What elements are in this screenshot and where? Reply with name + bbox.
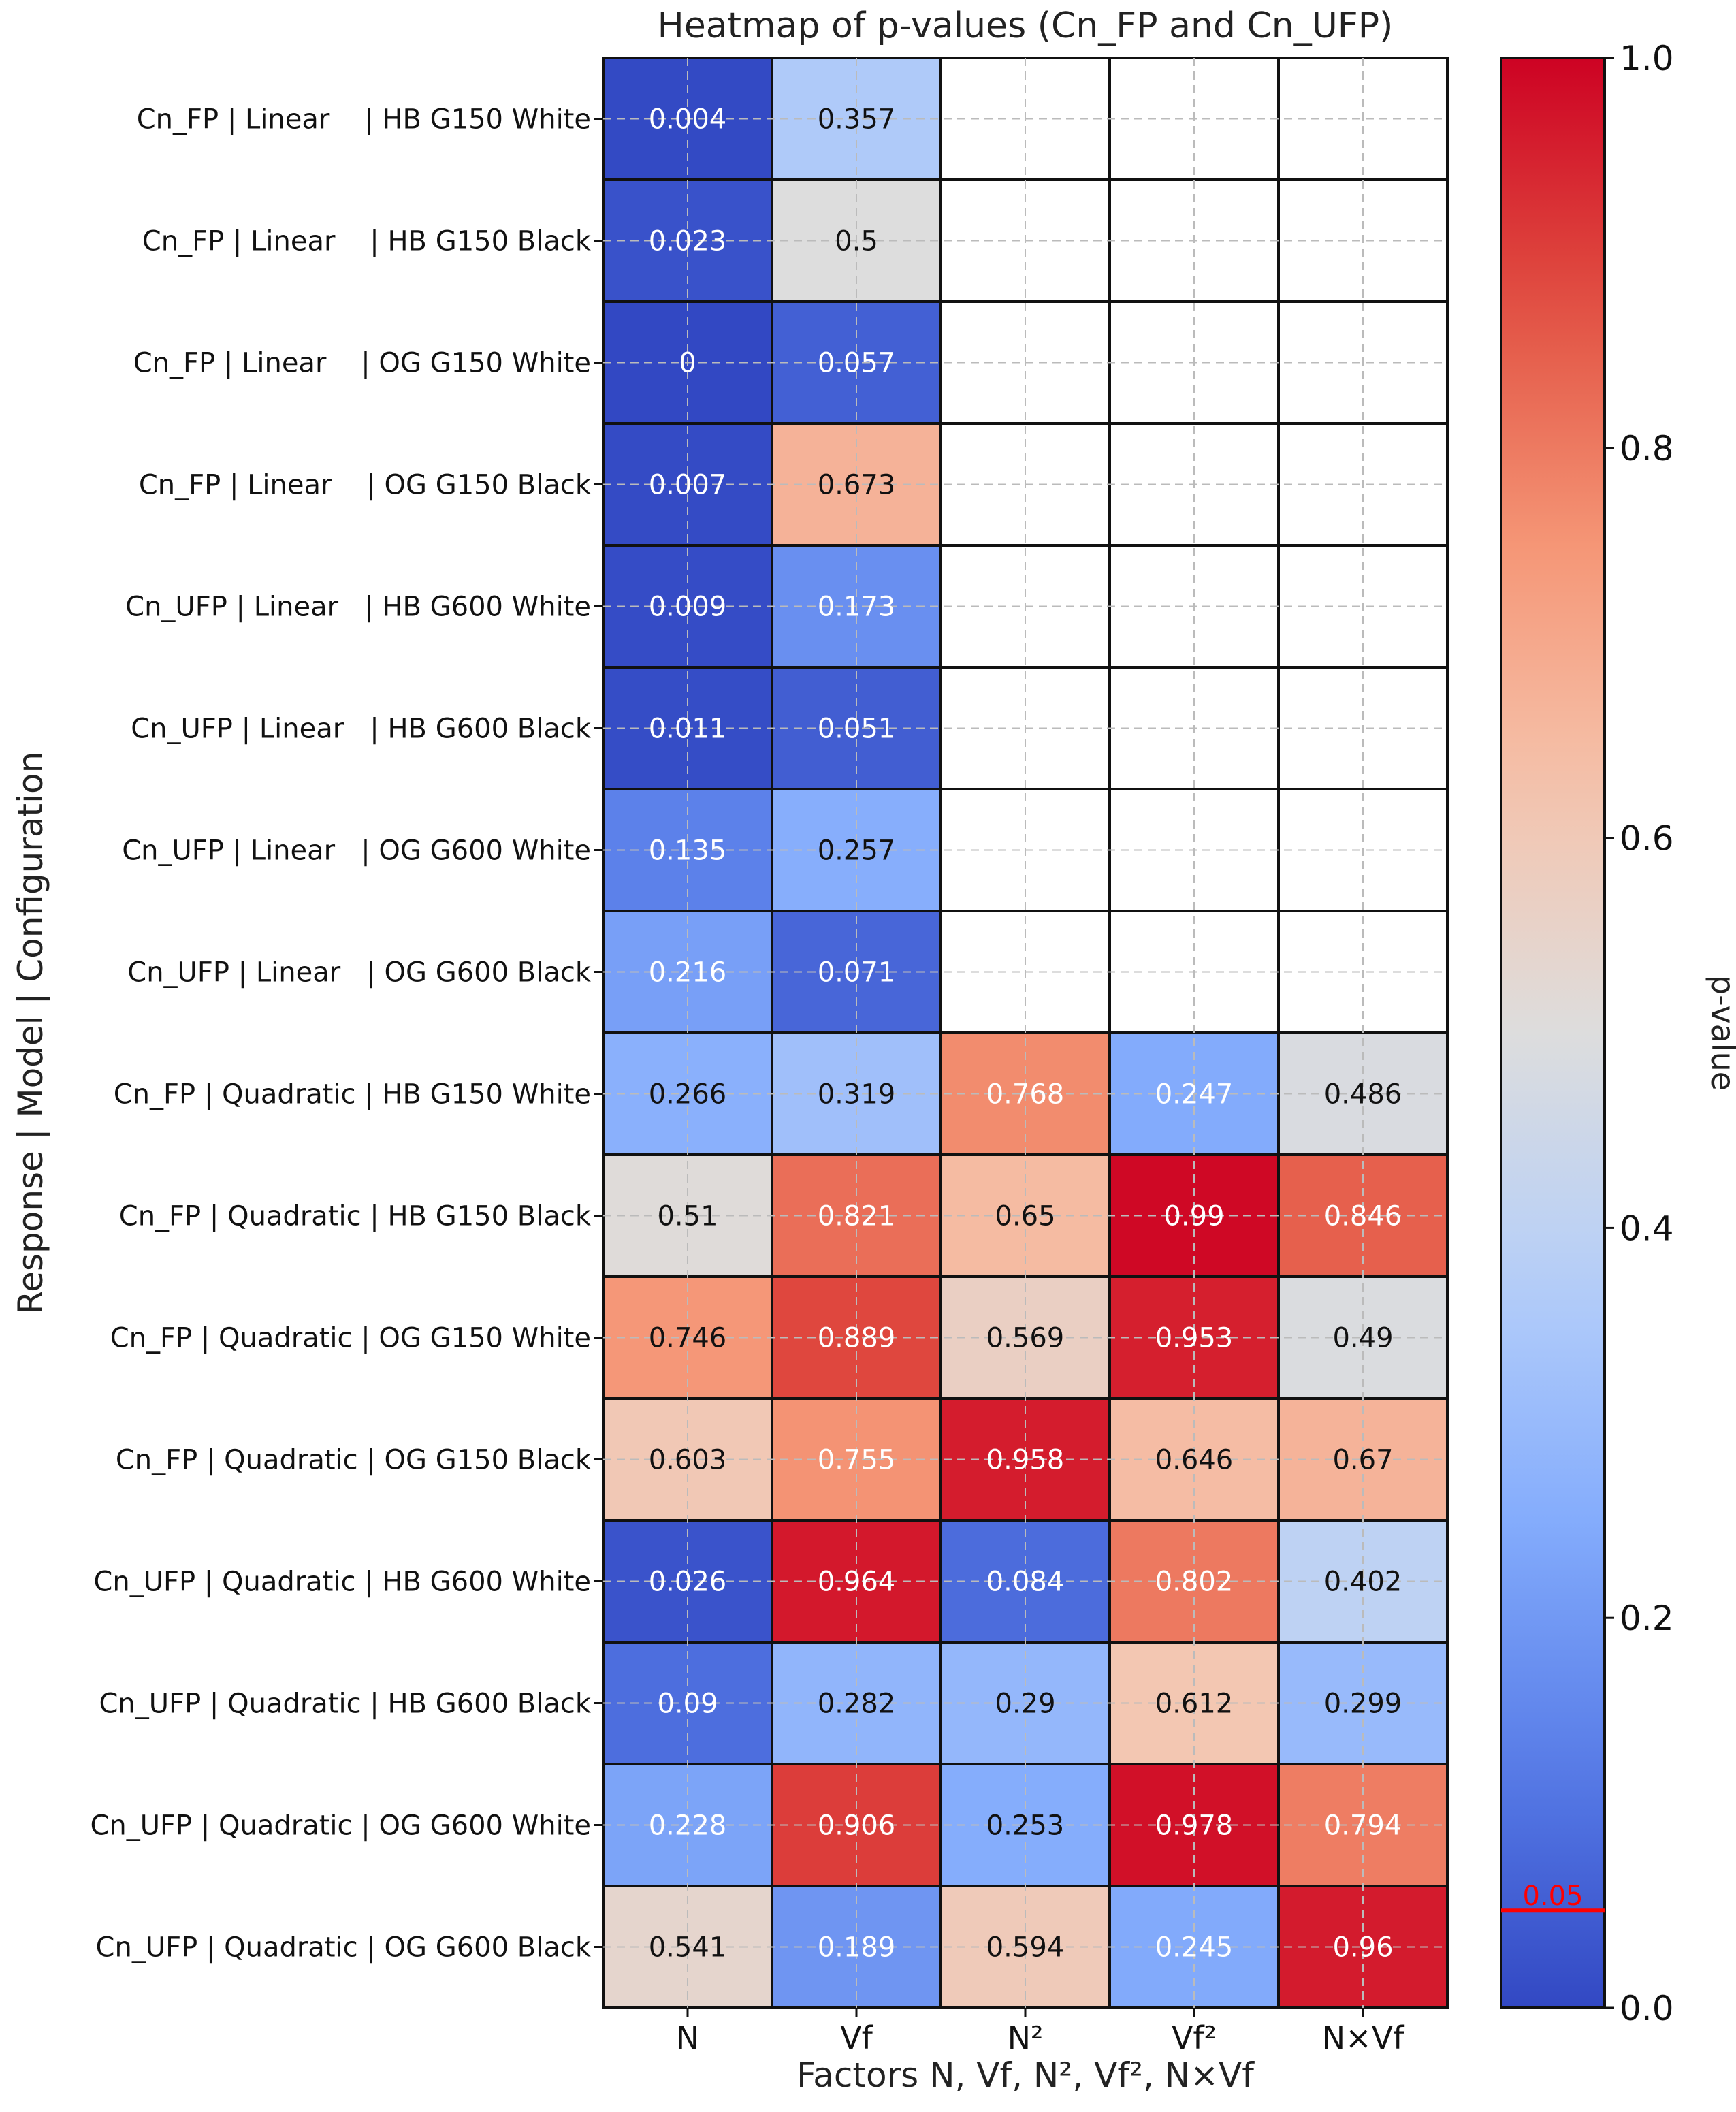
row-label: Cn_UFP | Quadratic | HB G600 White xyxy=(93,1567,591,1598)
cell-value-label: 0.96 xyxy=(1332,1932,1393,1964)
cell-value-label: 0.889 xyxy=(818,1323,896,1354)
colorbar-tick-label: 0.8 xyxy=(1620,429,1674,468)
cell-labels: 0.004 0.357 0.023 0.5 0 0.057 0.007 0.673 0.009 0… xyxy=(649,104,1402,1964)
row-label: Cn_UFP | Quadratic | HB G600 Black xyxy=(99,1689,592,1720)
y-axis-label: Response | Model | Configuration xyxy=(11,752,50,1315)
cell-value-label: 0.673 xyxy=(818,470,896,501)
colorbar-label: p-value xyxy=(1705,975,1736,1091)
cell-value-label: 0.49 xyxy=(1332,1323,1393,1354)
cell-value-label: 0.486 xyxy=(1324,1079,1402,1110)
row-label: Cn_FP | Linear | HB G150 White xyxy=(137,104,591,135)
cell-value-label: 0.646 xyxy=(1155,1445,1234,1476)
cell-value-label: 0.299 xyxy=(1324,1689,1402,1720)
cell-value-label: 0.216 xyxy=(649,957,727,989)
cell-value-label: 0.189 xyxy=(818,1932,896,1964)
cell-value-label: 0.821 xyxy=(818,1201,896,1232)
cell-value-label: 0.084 xyxy=(986,1567,1065,1598)
column-labels: N Vf N² Vf² N×Vf xyxy=(676,2019,1405,2056)
cell-value-label: 0.569 xyxy=(986,1323,1065,1354)
cell-value-label: 0.026 xyxy=(649,1567,727,1598)
cell-value-label: 0.99 xyxy=(1163,1201,1224,1232)
colorbar-gradient xyxy=(1500,57,1606,2009)
cell-value-label: 0.402 xyxy=(1324,1567,1402,1598)
cell-value-label: 0.802 xyxy=(1155,1567,1234,1598)
cell-value-label: 0.245 xyxy=(1155,1932,1234,1964)
row-label: Cn_UFP | Linear | HB G600 Black xyxy=(131,714,592,745)
row-label: Cn_FP | Linear | OG G150 Black xyxy=(139,470,592,501)
cell-value-label: 0.768 xyxy=(986,1079,1065,1110)
column-label: Vf² xyxy=(1172,2019,1217,2056)
cell-value-label: 0.007 xyxy=(649,470,727,501)
cell-value-label: 0.794 xyxy=(1324,1810,1402,1842)
cell-value-label: 0.266 xyxy=(649,1079,727,1110)
row-label: Cn_FP | Quadratic | OG G150 White xyxy=(110,1323,591,1354)
cell-value-label: 0.51 xyxy=(657,1201,718,1232)
heatmap-cell xyxy=(1277,1885,1449,2009)
row-label: Cn_UFP | Linear | OG G600 Black xyxy=(127,957,592,989)
cell-value-label: 0.057 xyxy=(818,348,896,379)
cell-value-label: 0.009 xyxy=(649,592,727,623)
threshold-label: 0.05 xyxy=(1522,1881,1583,1912)
cell-value-label: 0.906 xyxy=(818,1810,896,1842)
row-label: Cn_FP | Quadratic | OG G150 Black xyxy=(116,1445,592,1476)
heatmap-cell xyxy=(1277,1641,1449,1765)
cell-value-label: 0.011 xyxy=(649,714,727,745)
cell-value-label: 0 xyxy=(679,348,696,379)
row-label: Cn_UFP | Linear | OG G600 White xyxy=(122,835,591,867)
column-label: N xyxy=(676,2019,699,2056)
colorbar-tick-label: 0.0 xyxy=(1620,1989,1674,2028)
cell-value-label: 0.051 xyxy=(818,714,896,745)
cell-value-label: 0.978 xyxy=(1155,1810,1234,1842)
cell-value-label: 0.958 xyxy=(986,1445,1065,1476)
x-axis-label: Factors N, Vf, N², Vf², N×Vf xyxy=(797,2055,1255,2095)
cell-value-label: 0.755 xyxy=(818,1445,896,1476)
gridlines xyxy=(594,58,1447,2017)
column-label: Vf xyxy=(840,2019,873,2056)
colorbar-tick-label: 1.0 xyxy=(1620,39,1674,78)
row-label: Cn_FP | Quadratic | HB G150 Black xyxy=(119,1201,592,1232)
cell-value-label: 0.071 xyxy=(818,957,896,989)
cell-value-label: 0.253 xyxy=(986,1810,1065,1842)
cell-value-label: 0.173 xyxy=(818,592,896,623)
column-label: N² xyxy=(1008,2019,1044,2056)
cell-value-label: 0.004 xyxy=(649,104,727,135)
cell-value-label: 0.135 xyxy=(649,835,727,867)
cell-value-label: 0.257 xyxy=(818,835,896,867)
cell-value-label: 0.964 xyxy=(818,1567,896,1598)
cell-value-label: 0.67 xyxy=(1332,1445,1393,1476)
cell-value-label: 0.594 xyxy=(986,1932,1065,1964)
column-label: N×Vf xyxy=(1322,2019,1405,2056)
heatmap-cell xyxy=(1277,1763,1449,1887)
cell-value-label: 0.282 xyxy=(818,1689,896,1720)
colorbar-tick-label: 0.6 xyxy=(1620,819,1674,859)
colorbar: 0.0 0.2 0.4 0.6 0.8 1.0 0.05 xyxy=(1500,39,1674,2028)
colorbar-tick-label: 0.4 xyxy=(1620,1209,1674,1248)
cell-value-label: 0.228 xyxy=(649,1810,727,1842)
chart-title: Heatmap of p-values (Cn_FP and Cn_UFP) xyxy=(658,5,1394,46)
cell-value-label: 0.65 xyxy=(995,1201,1055,1232)
row-label: Cn_FP | Linear | OG G150 White xyxy=(133,348,591,379)
cell-value-label: 0.023 xyxy=(649,226,727,257)
heatmap-cell xyxy=(1277,1275,1449,1400)
cell-value-label: 0.541 xyxy=(649,1932,727,1964)
row-label: Cn_FP | Quadratic | HB G150 White xyxy=(114,1079,591,1110)
row-labels: Cn_FP | Linear | HB G150 White Cn_FP | Li… xyxy=(90,104,591,1964)
cell-value-label: 0.846 xyxy=(1324,1201,1402,1232)
row-label: Cn_FP | Linear | HB G150 Black xyxy=(142,226,592,257)
row-label: Cn_UFP | Quadratic | OG G600 Black xyxy=(96,1932,592,1964)
cell-value-label: 0.5 xyxy=(835,226,878,257)
cell-value-label: 0.357 xyxy=(818,104,896,135)
row-label: Cn_UFP | Quadratic | OG G600 White xyxy=(90,1810,591,1842)
cell-value-label: 0.612 xyxy=(1155,1689,1234,1720)
cell-value-label: 0.247 xyxy=(1155,1079,1234,1110)
cell-value-label: 0.29 xyxy=(995,1689,1055,1720)
cell-value-label: 0.746 xyxy=(649,1323,727,1354)
cell-value-label: 0.319 xyxy=(818,1079,896,1110)
row-label: Cn_UFP | Linear | HB G600 White xyxy=(125,592,591,623)
colorbar-tick-label: 0.2 xyxy=(1620,1599,1674,1638)
cell-value-label: 0.953 xyxy=(1155,1323,1234,1354)
cell-value-label: 0.09 xyxy=(657,1689,718,1720)
cell-value-label: 0.603 xyxy=(649,1445,727,1476)
